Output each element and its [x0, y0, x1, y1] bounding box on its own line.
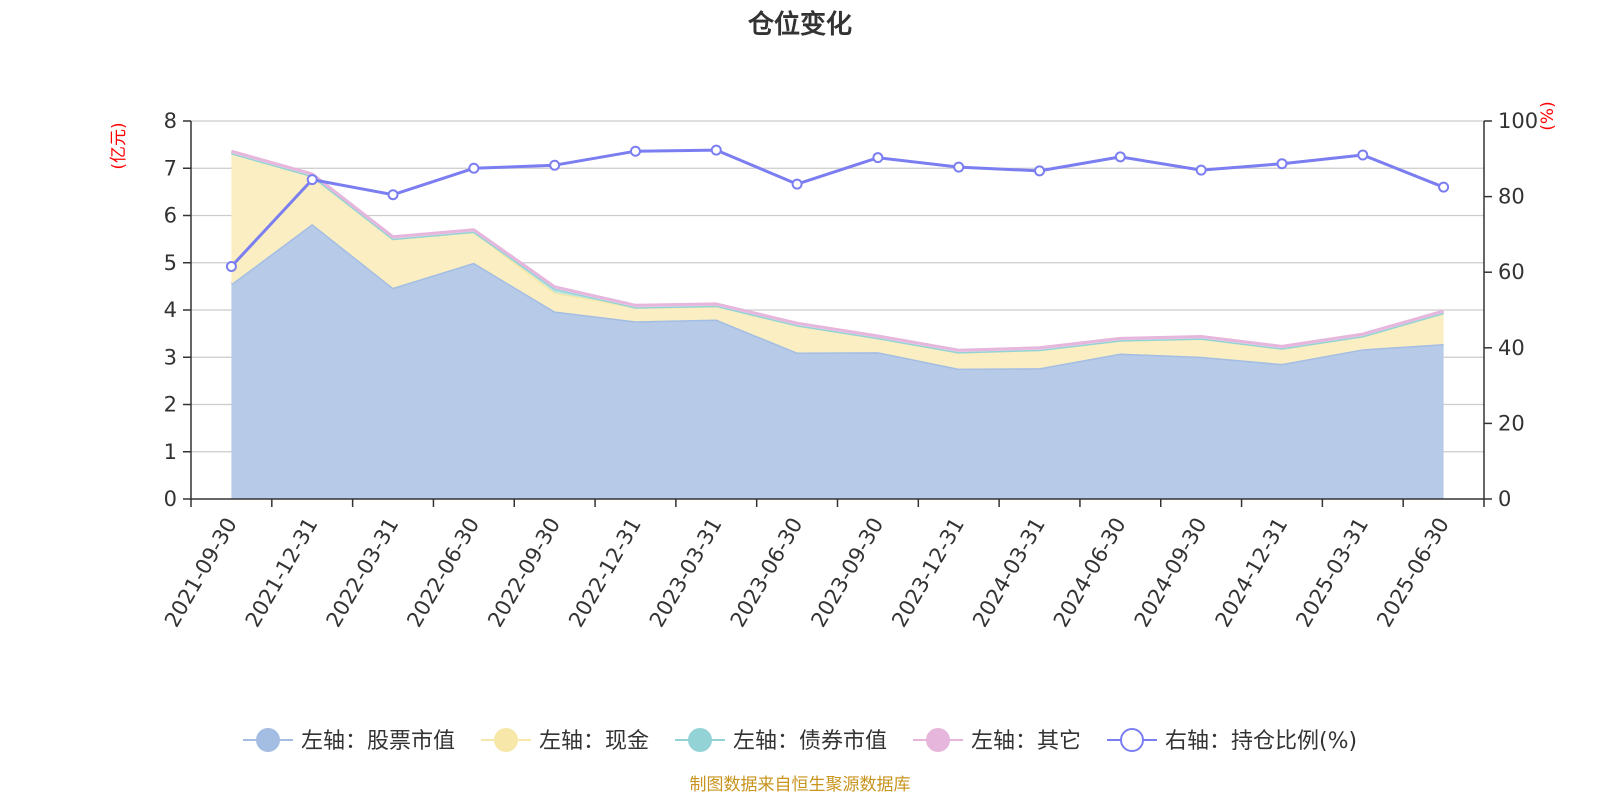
left-tick-label: 2	[164, 393, 177, 417]
x-tick-label: 2024-06-30	[1049, 514, 1131, 632]
legend-label: 左轴：债券市值	[733, 729, 887, 754]
x-tick-label: 2024-09-30	[1130, 514, 1212, 632]
right-tick-label: 60	[1498, 260, 1525, 284]
left-tick-label: 5	[164, 251, 177, 275]
left-tick-label: 1	[164, 440, 177, 464]
left-tick-label: 0	[164, 487, 177, 511]
left-axis-unit: (亿元)	[109, 122, 129, 169]
legend-label: 左轴：其它	[971, 729, 1081, 754]
x-tick-label: 2025-06-30	[1372, 514, 1454, 632]
area-line	[230, 149, 1445, 352]
legend: 左轴：股票市值 左轴：现金 左轴：债券市值 左轴：其它 右轴：持仓比例(%)	[243, 728, 1357, 754]
ratio-point	[1114, 151, 1126, 163]
x-tick-label: 2022-03-31	[322, 514, 404, 632]
x-tick-label: 2025-03-31	[1291, 514, 1373, 632]
legend-label: 左轴：现金	[539, 729, 649, 754]
ratio-point	[872, 152, 884, 164]
x-tick-label: 2022-12-31	[564, 514, 646, 632]
ratio-point	[468, 162, 480, 174]
chart-title: 仓位变化	[747, 9, 852, 40]
ratio-point	[387, 189, 399, 201]
legend-marker	[1120, 728, 1144, 752]
left-tick-label: 3	[164, 345, 177, 369]
legend-marker	[688, 728, 712, 752]
ratio-point	[953, 161, 965, 173]
ratio-point	[1276, 158, 1288, 170]
legend-label: 左轴：股票市值	[301, 729, 455, 754]
ratio-point	[225, 261, 237, 273]
legend-item: 左轴：现金	[481, 728, 649, 754]
ratio-line-series	[225, 144, 1450, 273]
legend-marker	[494, 728, 518, 752]
left-tick-label: 6	[164, 204, 177, 228]
legend-item: 左轴：股票市值	[243, 728, 455, 754]
x-tick-label: 2024-03-31	[968, 514, 1050, 632]
legend-item: 左轴：其它	[913, 728, 1081, 754]
ratio-point	[1195, 164, 1207, 176]
stacked-areas	[230, 149, 1445, 499]
legend-marker	[256, 728, 280, 752]
ratio-point	[710, 144, 722, 156]
x-tick-label: 2022-09-30	[483, 514, 565, 632]
right-axis-unit: (%)	[1538, 101, 1558, 130]
area-fill	[231, 224, 1444, 499]
ratio-point	[306, 174, 318, 186]
ratio-point	[1438, 181, 1450, 193]
right-tick-label: 0	[1498, 487, 1511, 511]
x-tick-label: 2021-12-31	[241, 514, 323, 632]
ratio-point	[549, 159, 561, 171]
right-tick-label: 100	[1498, 109, 1538, 133]
ratio-point	[629, 145, 641, 157]
ratio-line	[230, 148, 1445, 268]
left-tick-label: 8	[164, 109, 177, 133]
x-tick-label: 2023-03-31	[645, 514, 727, 632]
ratio-point	[791, 178, 803, 190]
data-source-note: 制图数据来自恒生聚源数据库	[690, 775, 911, 795]
legend-label: 右轴：持仓比例(%)	[1165, 729, 1357, 754]
x-tick-label: 2023-12-31	[887, 514, 969, 632]
x-tick-label: 2021-09-30	[160, 514, 242, 632]
ratio-point	[1034, 165, 1046, 177]
x-tick-label: 2022-06-30	[402, 514, 484, 632]
left-tick-label: 4	[164, 298, 177, 322]
legend-item: 左轴：债券市值	[675, 728, 887, 754]
right-tick-label: 40	[1498, 336, 1525, 360]
x-tick-label: 2023-09-30	[806, 514, 888, 632]
area-fill	[231, 153, 1444, 369]
right-tick-label: 80	[1498, 185, 1525, 209]
x-tick-label: 2023-06-30	[726, 514, 808, 632]
left-tick-label: 7	[164, 156, 177, 180]
legend-item: 右轴：持仓比例(%)	[1107, 728, 1357, 754]
x-tick-label: 2024-12-31	[1211, 514, 1293, 632]
legend-marker	[926, 728, 950, 752]
right-tick-label: 20	[1498, 411, 1525, 435]
ratio-point	[1357, 149, 1369, 161]
